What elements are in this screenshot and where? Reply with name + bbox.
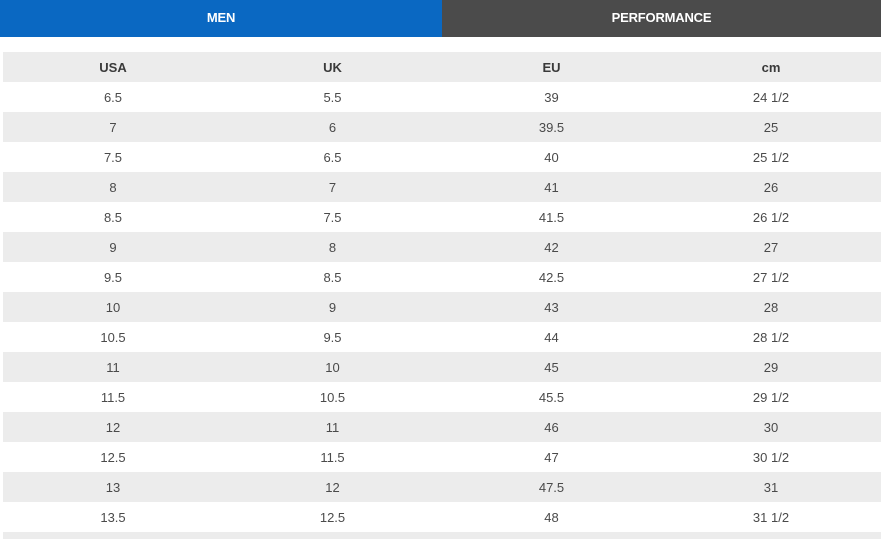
tab-bar: MEN PERFORMANCE <box>0 0 881 37</box>
cell-uk: 12 <box>223 472 442 502</box>
cell-eu: 47.5 <box>442 472 661 502</box>
cell-eu: 47 <box>544 449 559 465</box>
cell-cm: 30 <box>661 412 881 442</box>
size-table: USA UK EU cm 6.5 5.5 39 24 1/2 7 6 39.5 25 7.5 6.… <box>3 52 881 532</box>
table-row: 6.5 5.5 39 24 1/2 <box>3 82 881 112</box>
cell-usa: 10.5 <box>100 329 126 345</box>
cell-uk: 6.5 <box>323 149 342 165</box>
table-row: 8.5 7.5 41.5 26 1/2 <box>3 202 881 232</box>
table-row: 11.5 10.5 45.5 29 1/2 <box>3 382 881 412</box>
cell-usa: 9 <box>3 232 223 262</box>
cell-uk: 10 <box>223 352 442 382</box>
cell-cm: 24 1/2 <box>752 89 790 105</box>
cell-usa: 11.5 <box>100 389 126 405</box>
cell-eu: 45.5 <box>538 389 565 405</box>
cell-cm: 25 <box>661 112 881 142</box>
cell-cm: 26 <box>661 172 881 202</box>
table-row: 13 12 47.5 31 <box>3 472 881 502</box>
cell-uk: 5.5 <box>323 89 342 105</box>
table-row: 13.5 12.5 48 31 1/2 <box>3 502 881 532</box>
cell-cm: 31 1/2 <box>752 509 790 525</box>
cell-usa: 7.5 <box>103 149 123 165</box>
table-row: 7.5 6.5 40 25 1/2 <box>3 142 881 172</box>
cell-cm: 27 1/2 <box>752 269 790 285</box>
cell-eu: 48 <box>544 509 559 525</box>
table-body: 6.5 5.5 39 24 1/2 7 6 39.5 25 7.5 6.5 40 25 1/2 8 7 41… <box>3 82 881 532</box>
cell-eu: 41 <box>442 172 661 202</box>
table-row: 10.5 9.5 44 28 1/2 <box>3 322 881 352</box>
table-row: 11 10 45 29 <box>3 352 881 382</box>
cell-usa: 13.5 <box>100 509 126 525</box>
table-row: 10 9 43 28 <box>3 292 881 322</box>
table-row: 8 7 41 26 <box>3 172 881 202</box>
cell-cm: 29 1/2 <box>752 389 790 405</box>
tab-men[interactable]: MEN <box>0 0 442 37</box>
cell-uk: 10.5 <box>319 389 346 405</box>
cell-eu: 42 <box>442 232 661 262</box>
cell-usa: 12 <box>3 412 223 442</box>
cell-uk: 9.5 <box>323 329 342 345</box>
cell-usa: 7 <box>3 112 223 142</box>
table-row: 7 6 39.5 25 <box>3 112 881 142</box>
cell-cm: 30 1/2 <box>752 449 790 465</box>
cell-usa: 6.5 <box>103 89 123 105</box>
column-header-uk: UK <box>223 52 442 82</box>
cell-cm: 29 <box>661 352 881 382</box>
cell-eu: 40 <box>544 149 559 165</box>
cell-uk: 8.5 <box>323 269 342 285</box>
cell-cm: 31 <box>661 472 881 502</box>
cell-cm: 26 1/2 <box>752 209 790 225</box>
cell-eu: 45 <box>442 352 661 382</box>
cell-cm: 25 1/2 <box>752 149 790 165</box>
cell-cm: 28 <box>661 292 881 322</box>
column-header-cm: cm <box>661 52 881 82</box>
cell-eu: 46 <box>442 412 661 442</box>
table-bottom-strip <box>3 532 881 539</box>
table-header-row: USA UK EU cm <box>3 52 881 82</box>
tab-performance[interactable]: PERFORMANCE <box>442 0 881 37</box>
cell-eu: 42.5 <box>538 269 565 285</box>
cell-uk: 11.5 <box>320 449 345 465</box>
cell-usa: 11 <box>3 352 223 382</box>
cell-usa: 13 <box>3 472 223 502</box>
cell-eu: 44 <box>544 329 559 345</box>
cell-cm: 27 <box>661 232 881 262</box>
table-row: 12 11 46 30 <box>3 412 881 442</box>
cell-usa: 12.5 <box>100 449 126 465</box>
cell-uk: 7 <box>223 172 442 202</box>
column-header-usa: USA <box>3 52 223 82</box>
cell-uk: 6 <box>223 112 442 142</box>
cell-usa: 8 <box>3 172 223 202</box>
cell-eu: 41.5 <box>538 209 565 225</box>
cell-usa: 8.5 <box>103 209 123 225</box>
table-row: 9 8 42 27 <box>3 232 881 262</box>
cell-usa: 9.5 <box>103 269 123 285</box>
table-row: 9.5 8.5 42.5 27 1/2 <box>3 262 881 292</box>
cell-cm: 28 1/2 <box>752 329 790 345</box>
table-row: 12.5 11.5 47 30 1/2 <box>3 442 881 472</box>
cell-eu: 43 <box>442 292 661 322</box>
column-header-eu: EU <box>442 52 661 82</box>
cell-usa: 10 <box>3 292 223 322</box>
cell-uk: 9 <box>223 292 442 322</box>
cell-uk: 11 <box>223 412 442 442</box>
size-chart: USA UK EU cm 6.5 5.5 39 24 1/2 7 6 39.5 25 7.5 6.… <box>3 52 881 532</box>
cell-uk: 8 <box>223 232 442 262</box>
cell-eu: 39 <box>544 89 559 105</box>
cell-uk: 7.5 <box>323 209 342 225</box>
cell-eu: 39.5 <box>442 112 661 142</box>
cell-uk: 12.5 <box>319 509 346 525</box>
